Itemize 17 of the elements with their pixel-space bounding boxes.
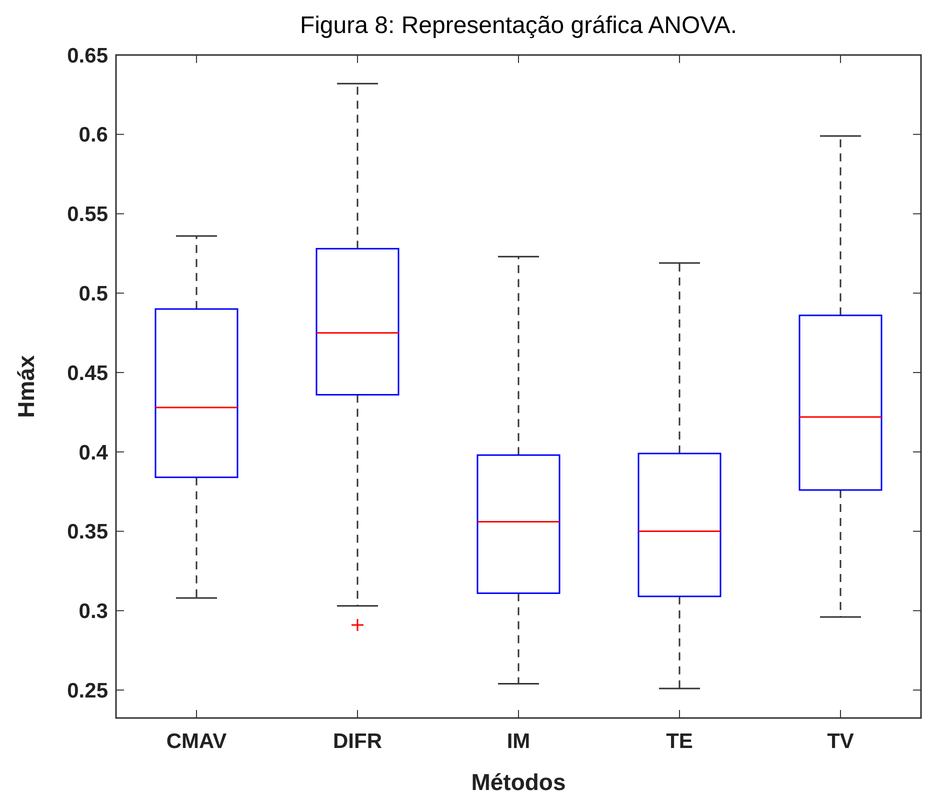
- x-tick-label: TE: [666, 730, 693, 753]
- y-tick-label: 0.3: [78, 600, 108, 624]
- y-tick-label: 0.4: [78, 441, 108, 464]
- y-tick-label: 0.35: [67, 520, 108, 544]
- y-tick-label: 0.55: [67, 203, 108, 226]
- x-tick-label: DIFR: [333, 730, 382, 753]
- y-tick-label: 0.65: [67, 44, 108, 68]
- x-tick-label: CMAV: [166, 730, 227, 753]
- chart-title: Figura 8: Representação gráfica ANOVA.: [300, 12, 738, 39]
- y-tick-label: 0.45: [67, 362, 108, 385]
- y-axis-title: Hmáx: [13, 354, 39, 418]
- x-axis-title: Métodos: [471, 769, 566, 795]
- x-tick-label: TV: [827, 730, 854, 753]
- y-tick-label: 0.25: [67, 679, 108, 702]
- y-tick-label: 0.6: [78, 124, 108, 147]
- y-tick-label: 0.5: [78, 282, 108, 306]
- x-tick-label: IM: [506, 730, 530, 753]
